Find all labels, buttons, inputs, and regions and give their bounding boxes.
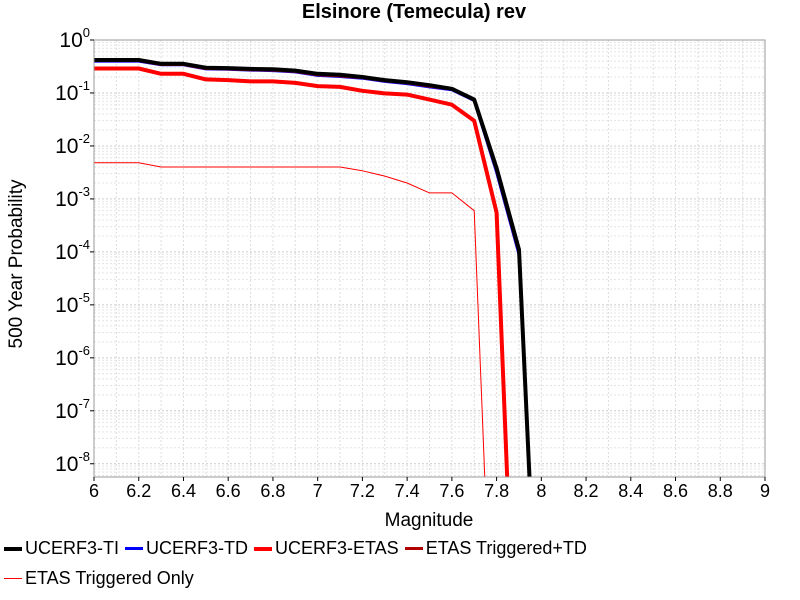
series-line-ucerf3-ti	[94, 58, 532, 477]
x-tick-label: 7.6	[439, 481, 464, 501]
x-tick-label: 6.6	[216, 481, 241, 501]
plot-frame	[93, 39, 766, 478]
grid-layer	[93, 39, 766, 477]
series-line-etas-triggered-only	[94, 162, 486, 477]
y-tick-label: 10-6	[55, 343, 90, 370]
x-tick-label: 8.4	[618, 481, 643, 501]
legend-label: UCERF3-TI	[25, 538, 119, 558]
x-tick-label: 7.8	[484, 481, 509, 501]
legend-item: UCERF3-ETAS	[254, 538, 399, 559]
y-tick-label: 100	[59, 25, 90, 52]
legend-label: ETAS Triggered Only	[25, 568, 194, 588]
y-axis-title: 500 Year Probability	[6, 179, 27, 349]
legend-row: UCERF3-TI UCERF3-TD UCERF3-ETAS ETAS Trigge…	[4, 538, 593, 559]
legend-label: ETAS Triggered+TD	[425, 538, 587, 558]
x-tick-label: 7	[313, 481, 323, 501]
y-tick-label: 10-8	[55, 449, 90, 476]
y-tick-label: 10-7	[55, 396, 90, 423]
x-axis-title: Magnitude	[385, 510, 474, 531]
legend-swatch	[4, 578, 22, 579]
y-tick-label: 10-3	[55, 184, 90, 211]
x-tick-label: 6	[89, 481, 99, 501]
series-line-ucerf3-td	[94, 59, 531, 477]
legend-swatch	[254, 546, 272, 551]
x-tick-label: 6.2	[126, 481, 151, 501]
x-tick-label: 8.8	[708, 481, 733, 501]
legend-item: ETAS Triggered Only	[4, 568, 194, 589]
x-tick-label: 8	[536, 481, 546, 501]
legend-label: UCERF3-TD	[146, 538, 248, 558]
x-tick-label: 7.2	[350, 481, 375, 501]
chart-svg: Elsinore (Temecula) rev 6 6.2 6.4 6.6 6.8 7 7.…	[6, 1, 770, 531]
y-tick-label: 10-4	[55, 237, 90, 264]
legend-swatch	[125, 547, 143, 550]
series-line-ucerf3-etas	[94, 66, 510, 477]
x-tick-label: 6.4	[171, 481, 196, 501]
x-tick-layer: 6 6.2 6.4 6.6 6.8 7 7.2 7.4 7.6 7.8 8 8.2 8.4 8.6 8.8 9	[89, 477, 770, 501]
y-tick-label: 10-2	[55, 131, 90, 158]
x-tick-label: 6.8	[260, 481, 285, 501]
y-tick-label: 10-5	[55, 290, 90, 317]
legend-label: UCERF3-ETAS	[275, 538, 399, 558]
legend-item: UCERF3-TI	[4, 538, 119, 559]
x-tick-label: 9	[760, 481, 770, 501]
chart-title: Elsinore (Temecula) rev	[302, 1, 527, 23]
legend-swatch	[404, 547, 423, 550]
x-tick-label: 7.4	[395, 481, 420, 501]
x-tick-label: 8.6	[663, 481, 688, 501]
legend-item: UCERF3-TD	[125, 538, 248, 559]
y-tick-label: 10-1	[55, 78, 90, 105]
series-layer	[94, 58, 532, 477]
series-line-etas-triggered-td	[94, 59, 531, 477]
legend-row: ETAS Triggered Only	[4, 568, 200, 589]
y-tick-layer: 100 10-1 10-2 10-3 10-4 10-5 10-6 10-7 10-8	[55, 25, 94, 476]
legend-item: ETAS Triggered+TD	[404, 538, 587, 559]
legend-swatch	[4, 546, 22, 551]
x-tick-label: 8.2	[574, 481, 599, 501]
